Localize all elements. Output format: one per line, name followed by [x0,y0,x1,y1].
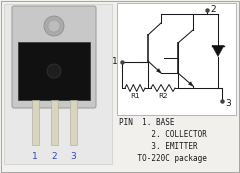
Bar [31,100,38,145]
Polygon shape [212,45,224,57]
Text: PIN  1. BASE: PIN 1. BASE [119,118,174,127]
Circle shape [44,16,64,36]
Bar [50,100,58,145]
FancyBboxPatch shape [12,6,96,108]
Text: 2: 2 [51,152,57,161]
Text: 2: 2 [210,6,216,15]
Text: 1: 1 [112,57,118,66]
Bar [117,3,236,115]
Circle shape [47,64,61,78]
Polygon shape [156,69,161,73]
Text: R1: R1 [130,93,140,99]
Text: 2. COLLECTOR: 2. COLLECTOR [119,130,207,139]
Bar [18,42,90,100]
Text: 3: 3 [70,152,76,161]
Text: 3. EMITTER: 3. EMITTER [119,142,198,151]
Text: R2: R2 [158,93,168,99]
Circle shape [48,20,60,32]
Bar [70,100,77,145]
Bar [4,4,112,164]
Text: TO-220C package: TO-220C package [119,154,207,163]
Text: 1: 1 [32,152,38,161]
Polygon shape [188,82,193,86]
Text: 3: 3 [225,98,231,107]
